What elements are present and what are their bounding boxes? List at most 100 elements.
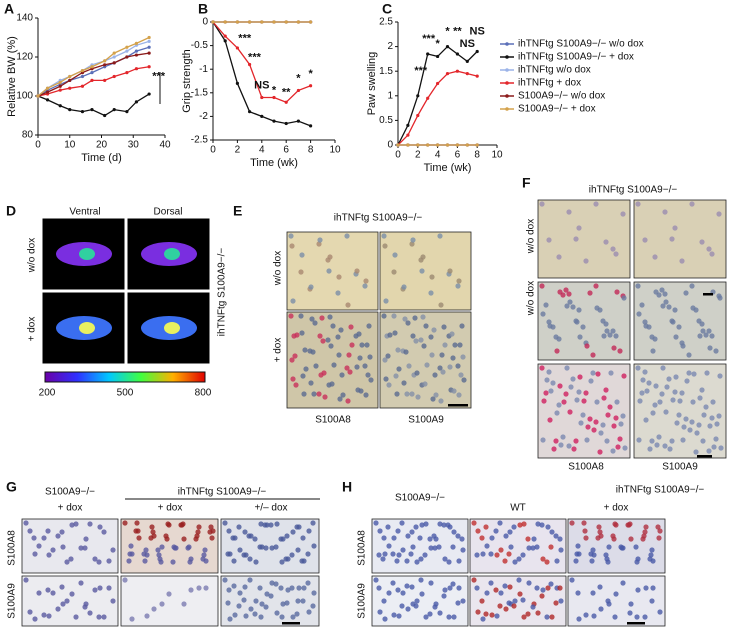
cell (709, 415, 715, 421)
row-label: w/o dox (273, 251, 284, 286)
cell (526, 580, 532, 586)
cell (337, 396, 343, 402)
cell (122, 577, 128, 583)
cell (696, 422, 702, 428)
cell (201, 552, 207, 558)
cell (246, 533, 252, 539)
cell (60, 601, 66, 607)
colorbar-label: 200 (39, 388, 56, 399)
cell (543, 390, 549, 396)
annotation: ** (282, 87, 291, 99)
data-point (80, 110, 85, 114)
column-label: S100A8 (315, 415, 351, 426)
cell (710, 399, 716, 405)
cell (60, 544, 66, 550)
cell (438, 302, 444, 308)
data-point (475, 74, 479, 78)
cell (27, 528, 33, 534)
cell (222, 520, 228, 526)
cell (420, 254, 426, 260)
cell (604, 438, 610, 444)
cell (642, 319, 648, 325)
cell (594, 305, 600, 311)
data-point (80, 84, 85, 88)
cell (548, 388, 554, 394)
data-point (235, 46, 239, 50)
cell (97, 585, 103, 591)
cell (306, 609, 312, 615)
cell (580, 412, 586, 418)
data-point (296, 119, 300, 123)
data-point (125, 71, 129, 75)
cell (584, 437, 590, 443)
cell (329, 381, 335, 387)
cell (292, 353, 298, 359)
cell (237, 590, 243, 596)
cell (502, 583, 508, 589)
cell (612, 521, 618, 527)
cell (553, 533, 559, 539)
cell (618, 544, 624, 550)
cell (640, 536, 646, 542)
cell (439, 352, 445, 358)
cell (549, 614, 555, 620)
cell (345, 398, 351, 404)
cell (484, 590, 490, 596)
cell (165, 521, 171, 527)
cell (226, 528, 232, 534)
data-point (112, 55, 116, 59)
data-point (455, 69, 459, 73)
cell (460, 547, 466, 553)
cell (196, 585, 202, 591)
cell (253, 559, 259, 565)
cell (385, 524, 391, 530)
cell (498, 590, 504, 596)
cell (242, 584, 248, 590)
y-tick-label: 2.5 (379, 17, 393, 28)
cell (709, 251, 715, 257)
cell (506, 600, 512, 606)
data-point (103, 59, 107, 63)
cell (412, 315, 418, 321)
cell (419, 522, 425, 528)
cell (253, 598, 259, 604)
annotation: *** (248, 51, 262, 63)
cell (310, 520, 316, 526)
cell (601, 395, 607, 401)
y-tick-label: -2 (199, 111, 208, 122)
cell (656, 434, 662, 440)
cell (689, 201, 695, 207)
cell (144, 613, 150, 619)
cell (672, 225, 678, 231)
cell (317, 333, 323, 339)
cell (507, 584, 513, 590)
data-point (68, 78, 72, 82)
cell (539, 593, 545, 599)
cell (437, 610, 443, 616)
cell (274, 610, 280, 616)
micrograph (567, 518, 666, 574)
cell (458, 372, 464, 378)
cell (87, 610, 93, 616)
cell (368, 377, 374, 383)
cell (590, 352, 596, 358)
cell (642, 529, 648, 535)
cell (652, 402, 658, 408)
cell (301, 585, 307, 591)
cell (446, 559, 452, 565)
series-line (37, 66, 150, 97)
data-point (426, 96, 430, 100)
cell (697, 333, 703, 339)
cell (540, 437, 546, 443)
data-point (58, 88, 62, 92)
cell (635, 201, 641, 207)
cell (284, 533, 290, 539)
cell (588, 551, 594, 557)
cell (159, 601, 165, 607)
data-point (68, 74, 72, 79)
cell (459, 323, 465, 329)
data-point (272, 119, 276, 123)
cell (310, 349, 316, 355)
cell (202, 547, 208, 553)
cell (45, 528, 51, 534)
